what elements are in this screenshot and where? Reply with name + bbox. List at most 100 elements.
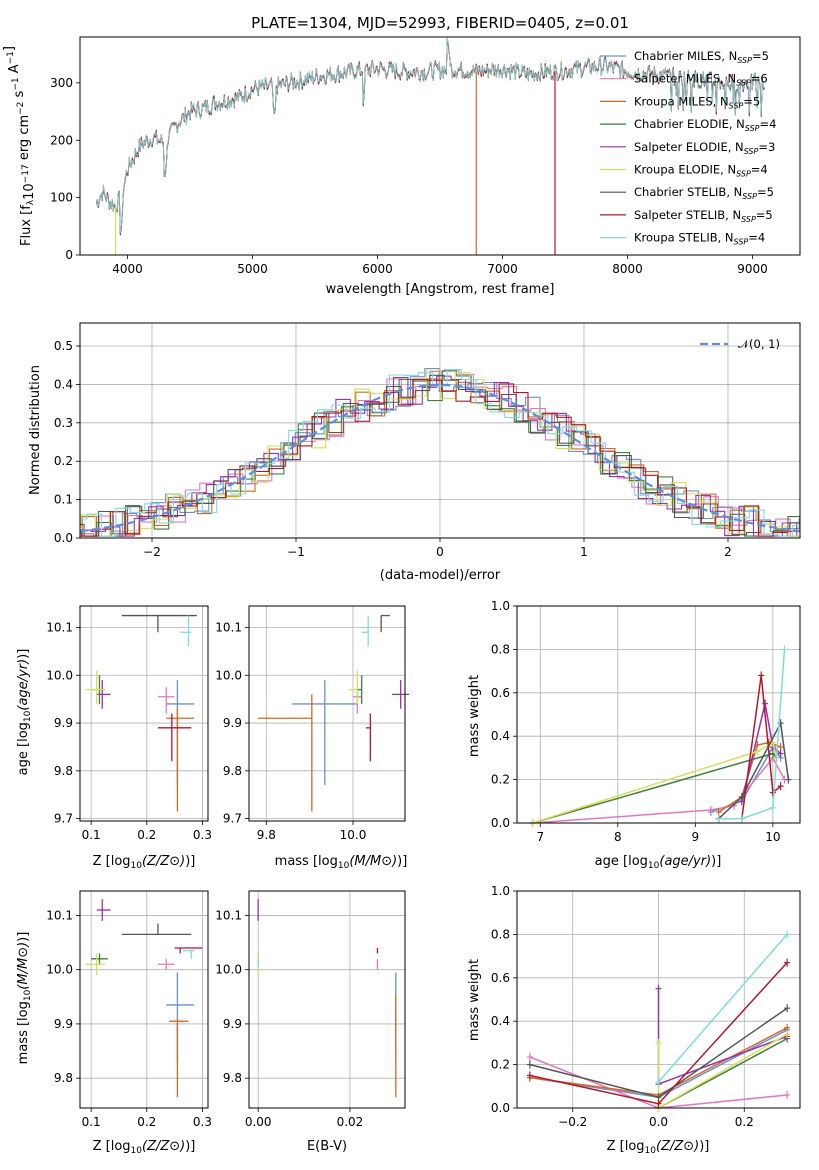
y-tick-label: 9.8 xyxy=(223,1071,242,1085)
errorbar-point xyxy=(180,615,192,647)
axis-label: Z [log10(Z/Z⊙))] xyxy=(607,1139,710,1156)
spectrum-line xyxy=(95,38,765,235)
y-tick-label: 9.7 xyxy=(223,812,242,826)
axis-label: Z [log10(Z/Z⊙))] xyxy=(93,1139,196,1156)
y-tick-label: 1.0 xyxy=(491,599,510,613)
errorbar-point xyxy=(157,958,175,970)
y-tick-label: 200 xyxy=(50,133,73,147)
x-tick-label: 0.3 xyxy=(193,828,212,842)
errorbar-point xyxy=(121,923,192,936)
y-tick-label: 0.4 xyxy=(491,1014,510,1028)
y-tick-label: 10.0 xyxy=(215,668,242,682)
legend-label: Chabrier MILES, NSSP=5 xyxy=(634,49,769,65)
errorbar-point xyxy=(121,614,197,633)
errorbar-point xyxy=(91,953,108,965)
y-tick-label: 0 xyxy=(65,248,73,262)
y-axis-label: Flux [fλ10−17 erg cm−2 s−1 A−1] xyxy=(2,46,37,246)
y-tick-label: 9.8 xyxy=(223,764,242,778)
y-tick-label: 9.8 xyxy=(54,764,73,778)
x-tick-label: 4000 xyxy=(112,262,143,276)
legend-label: Chabrier ELODIE, NSSP=4 xyxy=(634,117,776,133)
y-tick-label: 1.0 xyxy=(491,884,510,898)
y-tick-label: 9.7 xyxy=(54,812,73,826)
y-tick-label: 0.4 xyxy=(491,729,510,743)
spectrum-line xyxy=(95,39,765,234)
y-tick-label: 9.8 xyxy=(54,1071,73,1085)
x-tick-label: 8000 xyxy=(612,262,643,276)
spectrum-line xyxy=(96,39,765,236)
errorbar-point xyxy=(392,680,410,709)
errorbar-point xyxy=(174,947,203,954)
errorbar-point xyxy=(85,670,106,704)
panel-z_age: 0.1 0.2 0.3 9.7 9.8 9.9 10.0 10.1 xyxy=(46,605,212,842)
plot-area-z_age xyxy=(85,614,197,812)
x-tick-label: 0.00 xyxy=(245,1115,272,1129)
y-tick-label: 9.9 xyxy=(54,716,73,730)
y-tick-label: 10.1 xyxy=(215,621,242,635)
x-tick-label: 9000 xyxy=(737,262,768,276)
x-axis-label: E(B-V) xyxy=(307,1139,347,1154)
y-tick-label: 0.1 xyxy=(54,493,73,507)
y-tick-label: 0.2 xyxy=(491,1058,510,1072)
errorbar-point xyxy=(166,708,195,812)
axes-frame xyxy=(516,890,801,1109)
weight-line xyxy=(532,741,778,824)
x-tick-label: −2 xyxy=(143,545,161,559)
x-tick-label: −1 xyxy=(287,545,305,559)
errorbar-point xyxy=(366,713,371,762)
legend-label: 𝒩(0, 1) xyxy=(738,337,780,351)
histogram-series xyxy=(80,367,800,537)
weight-line xyxy=(532,756,786,824)
axes-frame xyxy=(79,322,801,539)
panel-spectrum: 4000 5000 6000 7000 8000 9000 0 100 200 300 Chabri… xyxy=(2,36,801,297)
x-tick-label: 0.3 xyxy=(193,1115,212,1129)
plot-area-ebv_mass xyxy=(257,899,397,1098)
x-tick-label: 0.2 xyxy=(137,1115,156,1129)
panel-residuals: −2 −1 0 1 2 0.0 0.1 0.2 0.3 0.4 0.5 𝒩(0, 1) (data-mo… xyxy=(28,322,801,583)
y-tick-label: 10.0 xyxy=(46,668,73,682)
y-tick-label: 0.0 xyxy=(491,1101,510,1115)
x-tick-label: 7 xyxy=(536,830,544,844)
y-tick-label: 0.6 xyxy=(491,686,510,700)
axes-frame xyxy=(248,890,406,1109)
y-tick-label: 0.3 xyxy=(54,416,73,430)
x-tick-label: 0.02 xyxy=(337,1115,364,1129)
plot-area-residuals xyxy=(80,367,800,537)
x-tick-label: 0.1 xyxy=(82,828,101,842)
x-tick-label: 2 xyxy=(724,545,732,559)
spectrum-line xyxy=(95,38,765,234)
plot-area-age_weight xyxy=(529,645,792,827)
spectrum-line xyxy=(95,38,765,234)
spectrum-line xyxy=(95,38,765,235)
x-tick-label: 7000 xyxy=(487,262,518,276)
errorbar-point xyxy=(96,680,111,709)
y-tick-label: 10.1 xyxy=(215,908,242,922)
errorbar-point xyxy=(361,615,369,647)
errorbar-point xyxy=(357,675,363,704)
y-tick-label: 9.9 xyxy=(223,1017,242,1031)
axis-label: mass [log10(M/M⊙))] xyxy=(16,932,33,1065)
errorbar-point xyxy=(85,953,106,976)
histogram-series xyxy=(80,369,800,537)
legend-label: Kroupa MILES, NSSP=5 xyxy=(634,94,760,110)
errorbar-point xyxy=(166,972,195,1062)
y-tick-label: 0.2 xyxy=(491,773,510,787)
y-tick-label: 0.0 xyxy=(54,531,73,545)
y-axis-label: Normed distribution xyxy=(28,365,43,495)
y-tick-label: 0.0 xyxy=(491,816,510,830)
x-tick-label: 10.0 xyxy=(340,828,367,842)
y-tick-label: 10.0 xyxy=(46,963,73,977)
errorbar-point xyxy=(380,614,390,633)
errorbar-point xyxy=(169,1020,189,1098)
x-tick-label: 0.2 xyxy=(137,828,156,842)
y-tick-label: 100 xyxy=(50,191,73,205)
x-tick-label: 0.1 xyxy=(82,1115,101,1129)
normal-curve xyxy=(80,383,800,533)
x-axis-label: wavelength [Angstrom, rest frame] xyxy=(326,282,555,297)
y-tick-label: 9.9 xyxy=(223,716,242,730)
x-tick-label: 9 xyxy=(692,830,700,844)
errorbar-point xyxy=(348,670,358,704)
y-tick-label: 0.8 xyxy=(491,642,510,656)
plot-area-spectrum xyxy=(95,36,765,255)
errorbar-point xyxy=(157,687,175,714)
